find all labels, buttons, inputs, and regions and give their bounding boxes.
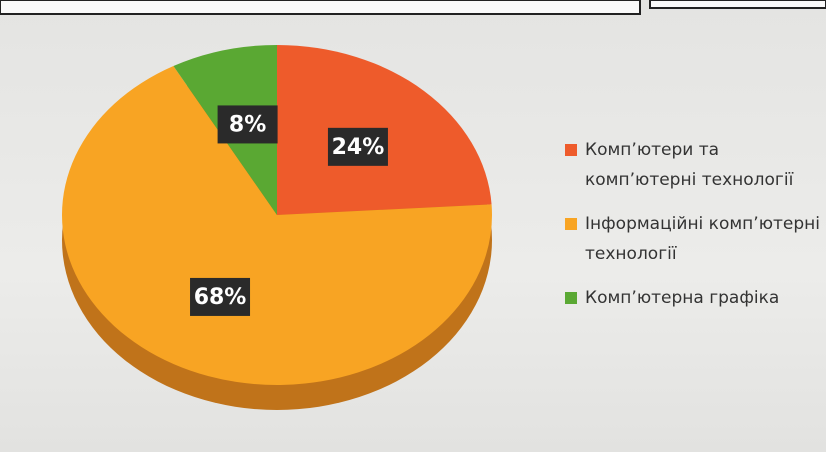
legend-swatch: [565, 218, 577, 230]
data-label-box: [190, 277, 251, 316]
legend-label: Комп’ютерна графіка: [585, 288, 780, 308]
legend: Комп’ютери та комп’ютерні технології Інфо…: [565, 135, 820, 327]
legend-label: Інформаційні комп’ютерні технології: [585, 214, 820, 264]
data-label-text: 8%: [229, 112, 266, 137]
legend-label: Комп’ютери та комп’ютерні технології: [585, 140, 794, 190]
legend-item: Комп’ютери та комп’ютерні технології: [565, 135, 820, 195]
pie-slice: [62, 66, 493, 386]
data-label-text: 24%: [332, 135, 385, 160]
legend-swatch: [565, 144, 577, 156]
data-label-box: [217, 105, 278, 144]
legend-swatch: [565, 292, 577, 304]
top-box: [0, 0, 641, 15]
data-label-box: [327, 127, 388, 166]
legend-item: Інформаційні комп’ютерні технології: [565, 209, 820, 269]
data-label-text: 68%: [194, 285, 247, 310]
data-label: 8%: [217, 105, 278, 144]
data-label: 68%: [190, 277, 251, 316]
legend-item: Комп’ютерна графіка: [565, 283, 820, 313]
top-box: [649, 0, 826, 9]
data-label: 24%: [327, 127, 388, 166]
